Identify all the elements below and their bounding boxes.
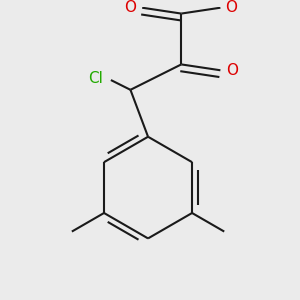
Text: O: O bbox=[226, 63, 238, 78]
Text: O: O bbox=[225, 0, 237, 15]
Text: O: O bbox=[124, 0, 136, 15]
Text: Cl: Cl bbox=[88, 70, 103, 86]
